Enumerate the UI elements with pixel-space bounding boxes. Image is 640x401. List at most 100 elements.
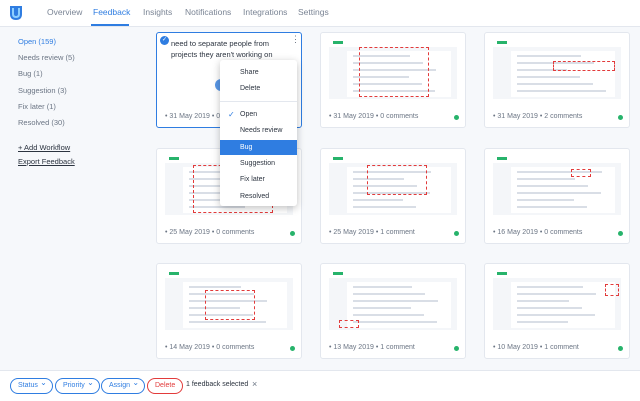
- thumb-line: [517, 206, 587, 208]
- thumb-line: [353, 90, 435, 92]
- sidebar-link[interactable]: + Add Workflow: [18, 143, 71, 152]
- delete-button[interactable]: Delete: [147, 378, 184, 394]
- filter-item[interactable]: Needs review (5): [18, 53, 75, 63]
- thumb-line: [189, 307, 240, 309]
- card-footer: • 14 May 2019 • 0 comments: [165, 344, 254, 351]
- nav-tab[interactable]: Integrations: [243, 7, 288, 17]
- feedback-card[interactable]: • 31 May 2019 • 2 comments: [484, 32, 630, 128]
- feedback-card[interactable]: • 16 May 2019 • 0 comments: [484, 148, 630, 244]
- nav-tab[interactable]: Feedback: [93, 7, 131, 17]
- card-date: 10 May 2019: [497, 344, 538, 351]
- thumb-line: [353, 62, 423, 64]
- thumb-body: [347, 51, 451, 97]
- sidebar-link[interactable]: Export Feedback: [18, 157, 75, 166]
- thumb-body: [347, 282, 451, 328]
- thumb-body: [183, 282, 287, 328]
- nav-tab[interactable]: Insights: [143, 7, 173, 17]
- thumb-line: [353, 178, 404, 180]
- thumb-line: [353, 192, 430, 194]
- thumb-line: [353, 199, 403, 201]
- thumb-logo: [497, 272, 507, 275]
- card-text: need to separate people from projects th…: [171, 38, 291, 60]
- bullet: •: [493, 113, 498, 120]
- card-more[interactable]: ⋮: [291, 34, 300, 44]
- thumb-line: [353, 300, 438, 302]
- thumb-header: [329, 270, 457, 278]
- feedback-card[interactable]: • 25 May 2019 • 1 comment: [320, 148, 466, 244]
- filter-item[interactable]: Resolved (30): [18, 118, 65, 127]
- thumb-line: [517, 286, 583, 288]
- annotation-box: [359, 47, 429, 97]
- feedback-card[interactable]: • 10 May 2019 • 1 comment: [484, 263, 630, 359]
- card-footer: • 13 May 2019 • 1 comment: [329, 344, 415, 351]
- thumb-body: [511, 282, 615, 328]
- card-date: 14 May 2019: [169, 344, 210, 351]
- menu-status[interactable]: Suggestion: [240, 159, 276, 167]
- thumb-line: [517, 83, 593, 85]
- card-footer: • 16 May 2019 • 0 comments: [493, 229, 582, 236]
- status-dot: [454, 231, 459, 236]
- bullet: •: [373, 113, 381, 120]
- filter-item[interactable]: Open (159): [18, 37, 56, 46]
- thumb-line: [517, 178, 575, 180]
- filter-item[interactable]: Bug (1): [18, 69, 43, 79]
- clear-selection[interactable]: ×: [252, 379, 258, 389]
- menu-status[interactable]: Resolved: [240, 192, 270, 200]
- filter-button[interactable]: Assign: [101, 376, 146, 394]
- card-date: 31 May 2019: [497, 113, 538, 120]
- filter-button[interactable]: Status: [10, 376, 53, 394]
- thumb-logo: [169, 272, 179, 275]
- card-comments: 0 comments: [216, 229, 255, 236]
- thumb-header: [493, 270, 621, 278]
- thumb-line: [353, 185, 417, 187]
- thumb-line: [189, 185, 246, 187]
- card-date: 13 May 2019: [333, 344, 374, 351]
- thumb-line: [353, 83, 422, 85]
- thumb-line: [517, 90, 606, 92]
- bullet: •: [329, 229, 334, 236]
- thumb-logo: [497, 41, 507, 44]
- card-checkbox: ✓: [160, 36, 169, 45]
- nav-tab[interactable]: Overview: [47, 7, 83, 17]
- card-thumbnail: [329, 155, 457, 215]
- thumb-logo: [333, 272, 343, 275]
- feedback-card[interactable]: • 14 May 2019 • 0 comments: [156, 263, 302, 359]
- selection-count: 1 feedback selected: [186, 381, 249, 388]
- bullet: •: [209, 344, 217, 351]
- top-nav: Overview Feedback Insights Notifications Int…: [0, 0, 640, 27]
- nav-tab[interactable]: Settings: [298, 7, 329, 17]
- thumb-line: [189, 286, 241, 288]
- thumb-logo: [333, 41, 343, 44]
- bullet: •: [209, 113, 217, 120]
- menu-status[interactable]: Bug: [220, 139, 297, 155]
- menu-action[interactable]: Delete: [240, 85, 261, 92]
- feedback-card[interactable]: • 13 May 2019 • 1 comment: [320, 263, 466, 359]
- card-date: 31 May 2019: [333, 113, 374, 120]
- card-date: 25 May 2019: [169, 229, 210, 236]
- card-thumbnail: [493, 155, 621, 215]
- feedback-card[interactable]: • 31 May 2019 • 0 comments: [320, 32, 466, 128]
- menu-status[interactable]: Fix later: [240, 176, 265, 184]
- filter-button[interactable]: Priority: [55, 376, 100, 394]
- thumb-line: [517, 199, 574, 201]
- thumb-body: [511, 167, 615, 213]
- thumb-header: [329, 39, 457, 47]
- nav-tab[interactable]: Notifications: [185, 7, 232, 17]
- bullet: •: [373, 229, 381, 236]
- thumb-header: [493, 39, 621, 47]
- thumb-line: [353, 171, 431, 173]
- annotation-box: [205, 290, 255, 320]
- thumb-line: [517, 293, 596, 295]
- thumb-body: [511, 51, 615, 97]
- menu-status[interactable]: Needs review: [240, 127, 283, 135]
- thumb-line: [353, 55, 410, 57]
- card-thumbnail: [165, 270, 293, 330]
- thumb-header: [165, 270, 293, 278]
- thumb-line: [189, 300, 267, 302]
- card-footer: • 25 May 2019 • 1 comment: [329, 229, 415, 236]
- menu-status[interactable]: Open: [240, 111, 258, 118]
- filter-item[interactable]: Fix later (1): [18, 101, 56, 111]
- thumb-line: [353, 293, 425, 295]
- menu-action[interactable]: Share: [240, 69, 259, 76]
- filter-item[interactable]: Suggestion (3): [18, 85, 67, 95]
